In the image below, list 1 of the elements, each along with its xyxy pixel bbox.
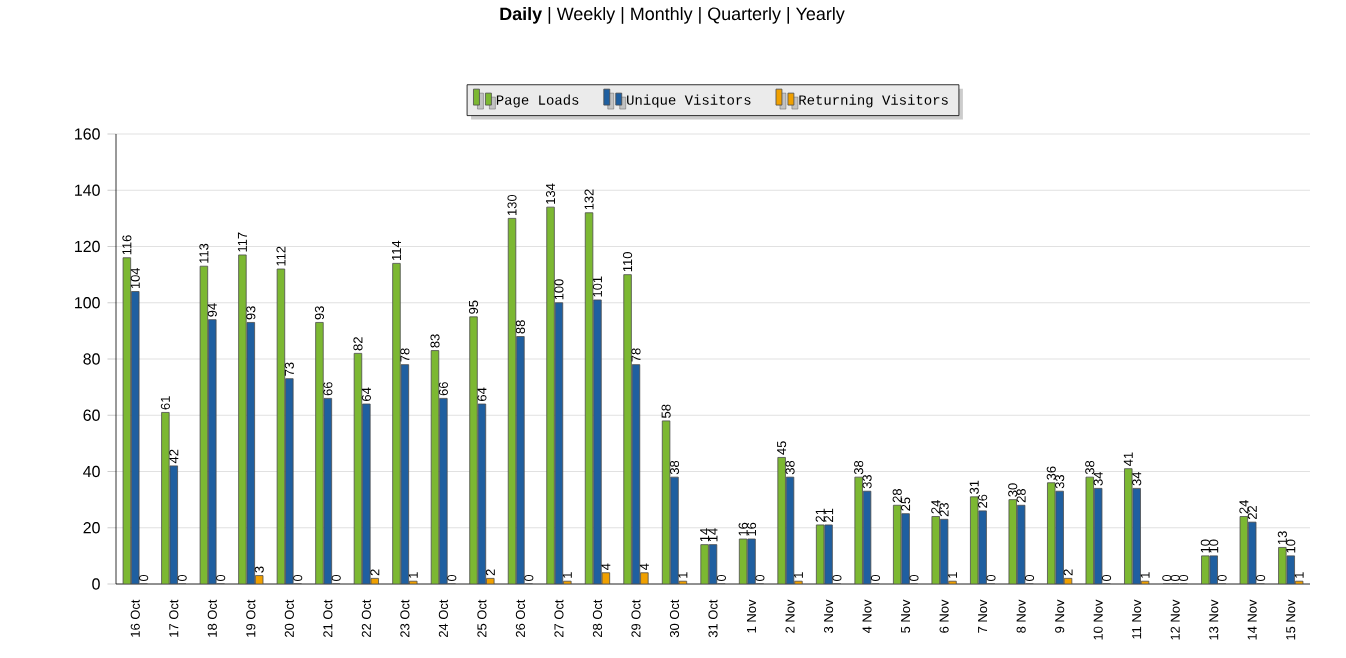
chart-title: Daily | Weekly | Monthly | Quarterly | Yearly: [500, 7, 845, 24]
